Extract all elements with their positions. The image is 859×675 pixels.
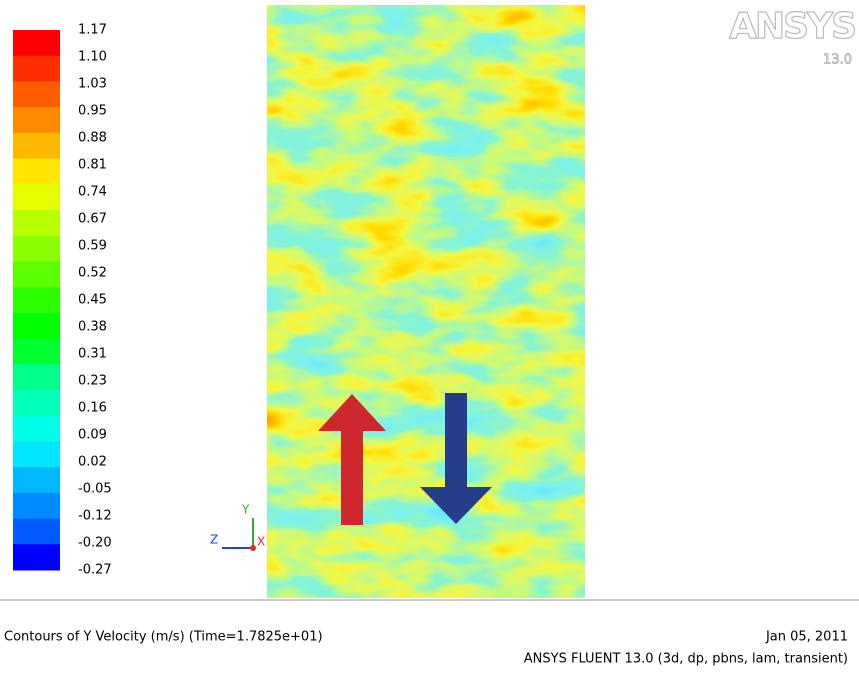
colorbar-swatch xyxy=(13,312,60,340)
colorbar-label: 0.67 xyxy=(78,212,107,227)
colorbar-swatch xyxy=(13,518,60,545)
colorbar-swatch xyxy=(13,492,60,520)
colorbar-label: -0.27 xyxy=(78,563,112,578)
colorbar-label: 0.02 xyxy=(78,455,107,470)
solver-info: ANSYS FLUENT 13.0 (3d, dp, pbns, lam, tr… xyxy=(524,652,848,667)
colorbar-label: 0.52 xyxy=(78,266,107,281)
colorbar-swatch xyxy=(13,158,60,185)
colorbar-swatch xyxy=(13,390,60,417)
colorbar-swatch xyxy=(13,261,60,288)
colorbar-swatch xyxy=(13,544,60,571)
colorbar-swatch xyxy=(13,107,60,134)
colorbar-swatch xyxy=(13,364,60,391)
colorbar-swatch xyxy=(13,467,60,494)
colorbar-label: 0.45 xyxy=(78,293,107,308)
colorbar-label: 0.16 xyxy=(78,401,107,416)
colorbar: 1.17 1.10 1.03 0.95 0.88 0.81 0.74 0.67 0.59 0.52… xyxy=(13,23,112,578)
colorbar-swatch xyxy=(13,415,60,442)
colorbar-label: 1.03 xyxy=(78,77,107,92)
colorbar-label: 0.23 xyxy=(78,374,107,389)
colorbar-swatch xyxy=(13,235,60,262)
colorbar-label: 0.95 xyxy=(78,104,107,119)
colorbar-label: -0.12 xyxy=(78,509,112,524)
colorbar-label: 0.74 xyxy=(78,185,107,200)
colorbar-label: 0.81 xyxy=(78,158,107,173)
axis-triad: Y Z X xyxy=(210,503,265,551)
colorbar-label: 0.09 xyxy=(78,428,107,443)
colorbar-swatch xyxy=(13,210,60,237)
colorbar-label: -0.05 xyxy=(78,482,112,497)
down-arrow xyxy=(420,393,492,524)
colorbar-label: -0.20 xyxy=(78,536,112,551)
colorbar-swatch xyxy=(13,55,60,82)
up-arrow xyxy=(318,394,386,525)
colorbar-swatch xyxy=(13,184,60,211)
colorbar-label: 0.88 xyxy=(78,131,107,146)
colorbar-swatch xyxy=(13,132,60,160)
triad-z: Z xyxy=(210,533,218,547)
colorbar-swatch xyxy=(13,441,60,468)
triad-x: X xyxy=(257,535,265,549)
date: Jan 05, 2011 xyxy=(765,630,848,645)
colorbar-label: 1.10 xyxy=(78,50,107,65)
colorbar-label: 0.38 xyxy=(78,320,107,335)
caption: Contours of Y Velocity (m/s) (Time=1.782… xyxy=(4,630,323,645)
colorbar-swatch xyxy=(13,81,60,108)
triad-y: Y xyxy=(241,503,250,517)
logo-brand: ANSYS xyxy=(729,6,855,47)
colorbar-label: 0.31 xyxy=(78,347,107,362)
colorbar-swatch xyxy=(13,30,60,57)
colorbar-label: 1.17 xyxy=(78,23,107,38)
logo-version: 13.0 xyxy=(823,53,852,68)
colorbar-swatch xyxy=(13,287,60,314)
contour-field xyxy=(267,5,585,598)
colorbar-label: 0.59 xyxy=(78,239,107,254)
colorbar-swatch xyxy=(13,338,60,365)
